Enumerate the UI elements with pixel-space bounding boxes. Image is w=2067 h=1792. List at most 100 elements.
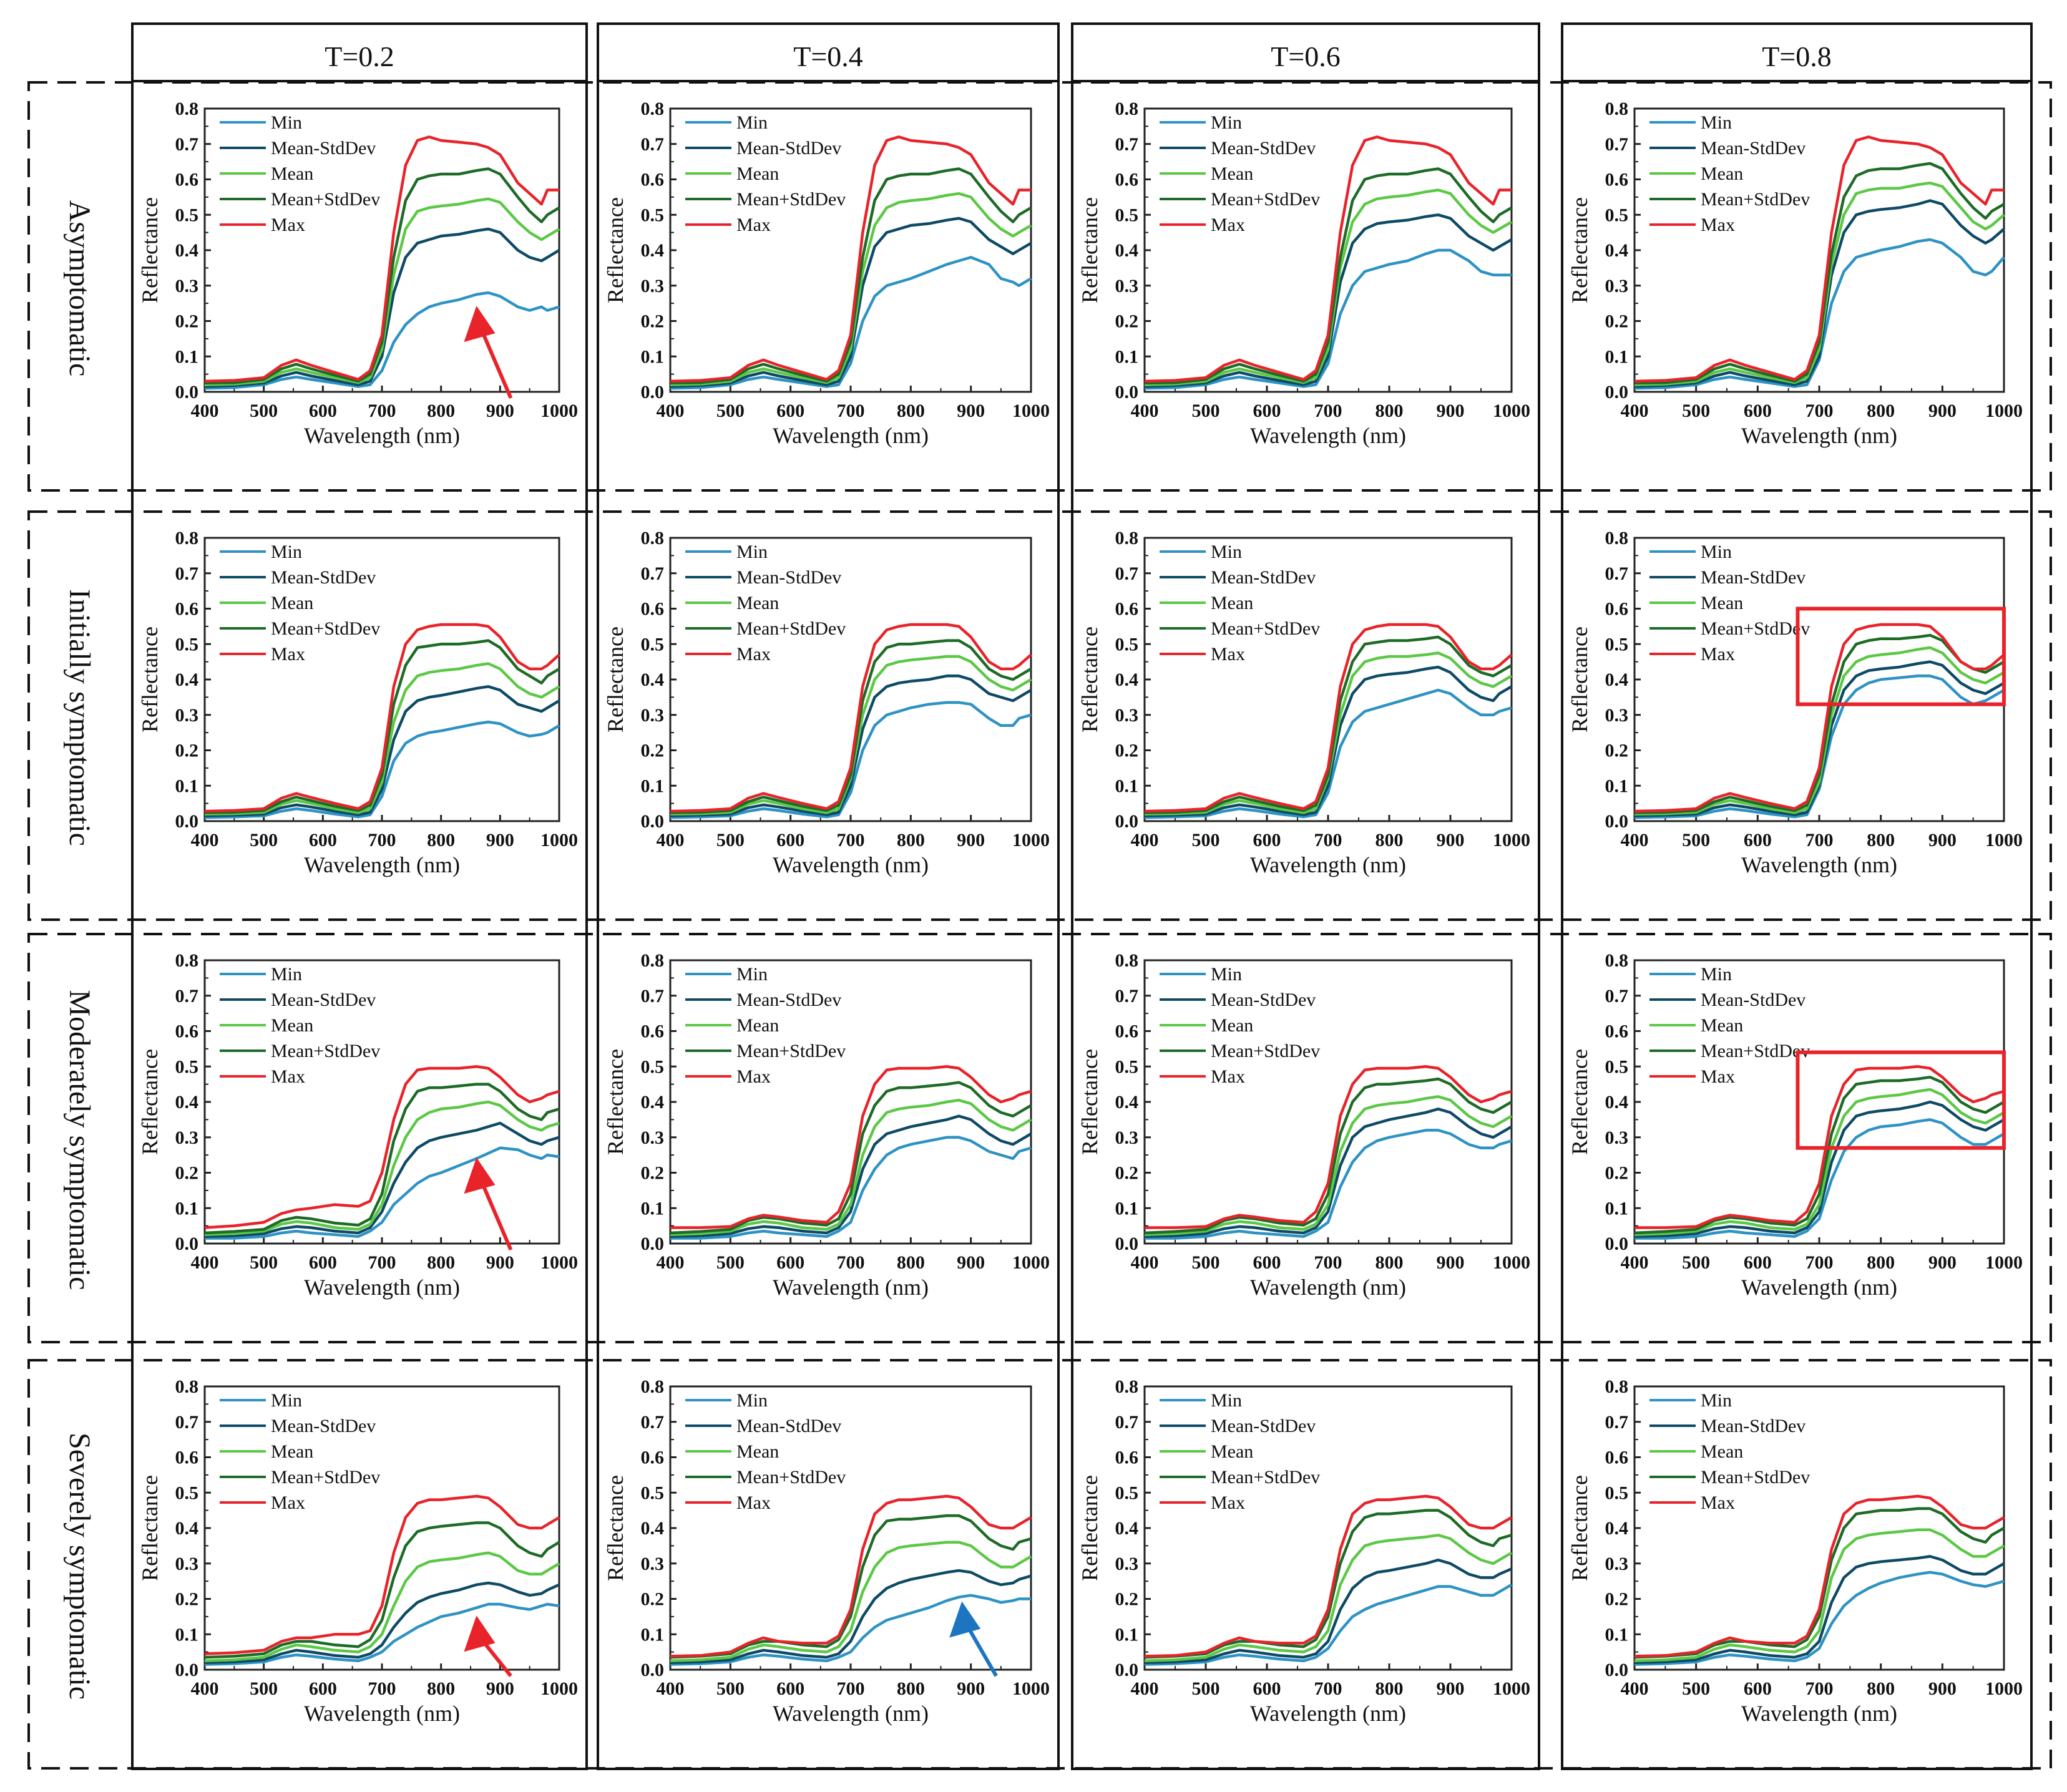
y-tick-label: 0.6 [1115, 170, 1139, 190]
annotation-arrow-shaft [479, 1180, 513, 1251]
x-tick-label: 1000 [540, 1678, 578, 1699]
y-tick-label: 0.2 [641, 1589, 665, 1610]
x-axis-label: Wavelength (nm) [773, 1275, 929, 1300]
row-frame [27, 510, 2052, 921]
legend-label: Min [271, 964, 302, 985]
y-tick-label: 0.5 [1115, 1483, 1139, 1503]
y-tick-label: 0.5 [1605, 634, 1629, 655]
x-tick-label: 700 [1314, 401, 1342, 421]
y-tick-label: 0.4 [1605, 240, 1629, 261]
y-tick-label: 0.3 [175, 1127, 199, 1148]
y-tick-label: 0.2 [641, 1163, 665, 1184]
series-line-mean [1144, 1534, 1513, 1663]
y-tick-label: 0.5 [1115, 1056, 1139, 1077]
y-tick-label: 0.2 [175, 1163, 199, 1184]
y-tick-label: 0.2 [641, 741, 665, 761]
x-tick-label: 400 [1621, 1678, 1649, 1699]
y-tick-label: 0.0 [1605, 1234, 1629, 1254]
x-axis-label: Wavelength (nm) [1250, 1701, 1406, 1726]
x-tick-label: 500 [1192, 830, 1220, 850]
legend-label: Max [1701, 215, 1735, 235]
x-tick-label: 1000 [1493, 1252, 1530, 1273]
x-tick-label: 900 [486, 1252, 514, 1273]
x-tick-label: 700 [368, 1678, 396, 1699]
x-tick-label: 1000 [1493, 830, 1530, 850]
legend-label: Mean [1211, 163, 1253, 184]
legend-label: Mean [1211, 1015, 1253, 1036]
legend-label: Min [1211, 964, 1242, 985]
series-line-max [1635, 1065, 2005, 1229]
y-tick-label: 0.6 [641, 170, 665, 190]
x-tick-label: 700 [1806, 1252, 1834, 1273]
y-axis-label: Reflectance [603, 626, 628, 733]
y-tick-label: 0.0 [1605, 382, 1629, 402]
legend-label: Mean-StdDev [1701, 567, 1806, 588]
y-tick-label: 0.3 [175, 276, 199, 296]
y-tick-label: 0.2 [1605, 311, 1629, 332]
row-frame [27, 933, 2052, 1343]
y-axis-label: Reflectance [603, 197, 628, 303]
legend-label: Mean [271, 1015, 313, 1036]
x-tick-label: 1000 [1985, 1252, 2023, 1273]
row-label: Moderately symptomatic [63, 990, 96, 1290]
y-axis-label: Reflectance [1567, 626, 1592, 733]
legend-label: Max [736, 215, 771, 235]
x-tick-label: 600 [776, 830, 804, 850]
x-tick-label: 1000 [540, 1252, 578, 1273]
annotation-arrow-head [949, 1601, 981, 1638]
x-tick-label: 800 [427, 401, 455, 421]
legend-label: Mean+StdDev [271, 189, 380, 210]
y-tick-label: 0.5 [1115, 205, 1139, 225]
y-tick-label: 0.6 [641, 599, 665, 620]
y-tick-label: 0.8 [1115, 99, 1139, 119]
y-tick-label: 0.6 [175, 170, 199, 190]
series-line-mean-stddev [1144, 167, 1513, 385]
series-line-mean [1144, 1095, 1513, 1237]
row-label: Asymptomatic [63, 200, 96, 377]
y-tick-label: 0.1 [1115, 1624, 1139, 1645]
y-tick-label: 0.7 [1605, 986, 1629, 1006]
x-tick-label: 400 [1621, 830, 1649, 850]
spectrum-panel: 0.0 0.1 0.2 0.3 0.4 0.5 0.6 0.7 0.8 400 500 600 700 8… [1077, 950, 1530, 1300]
series-line-mean-stddev [1144, 1108, 1513, 1238]
legend-label: Mean-StdDev [1211, 138, 1316, 158]
x-tick-label: 500 [716, 830, 745, 850]
y-tick-label: 0.3 [641, 705, 665, 726]
series-line-mean [1144, 188, 1513, 386]
y-tick-label: 0.0 [641, 382, 665, 402]
series-line-min [1634, 238, 2005, 390]
x-tick-label: 400 [657, 1252, 685, 1273]
x-tick-label: 400 [657, 1678, 685, 1699]
legend-label: Max [736, 1066, 771, 1087]
y-tick-label: 0.6 [1115, 1021, 1139, 1042]
y-tick-label: 0.4 [1605, 1518, 1629, 1539]
legend-label: Mean+StdDev [1211, 1467, 1320, 1488]
row-label: Initially symptomatic [63, 589, 96, 846]
legend-label: Max [1211, 644, 1245, 665]
y-tick-label: 0.3 [1605, 1554, 1629, 1574]
legend-label: Mean [1701, 1441, 1743, 1462]
y-tick-label: 0.8 [1115, 1376, 1139, 1397]
x-tick-label: 500 [1682, 1252, 1710, 1273]
x-tick-label: 800 [897, 830, 925, 850]
legend-label: Min [1701, 1390, 1732, 1411]
y-tick-label: 0.6 [1115, 1448, 1139, 1468]
legend-label: Mean+StdDev [1211, 189, 1320, 210]
y-tick-label: 0.7 [641, 986, 665, 1006]
legend-label: Max [1211, 215, 1245, 235]
y-tick-label: 0.7 [1115, 1412, 1139, 1433]
y-tick-label: 0.5 [641, 1483, 665, 1503]
x-tick-label: 600 [776, 1252, 804, 1273]
y-tick-label: 0.7 [175, 1412, 199, 1433]
series-line-mean-stddev [204, 167, 560, 385]
y-axis-label: Reflectance [1567, 1475, 1592, 1581]
series-line-mean-stddev [670, 1114, 1032, 1238]
x-tick-label: 500 [250, 1678, 278, 1699]
y-tick-label: 0.1 [1115, 346, 1139, 367]
y-tick-label: 0.1 [175, 346, 199, 367]
y-tick-label: 0.6 [1115, 599, 1139, 620]
series-line-min [1634, 674, 2005, 819]
y-tick-label: 0.7 [1605, 1412, 1629, 1433]
spectrum-panel: 0.0 0.1 0.2 0.3 0.4 0.5 0.6 0.7 0.8 400 500 600 700 8… [1567, 99, 2023, 448]
x-tick-label: 800 [897, 1678, 925, 1699]
